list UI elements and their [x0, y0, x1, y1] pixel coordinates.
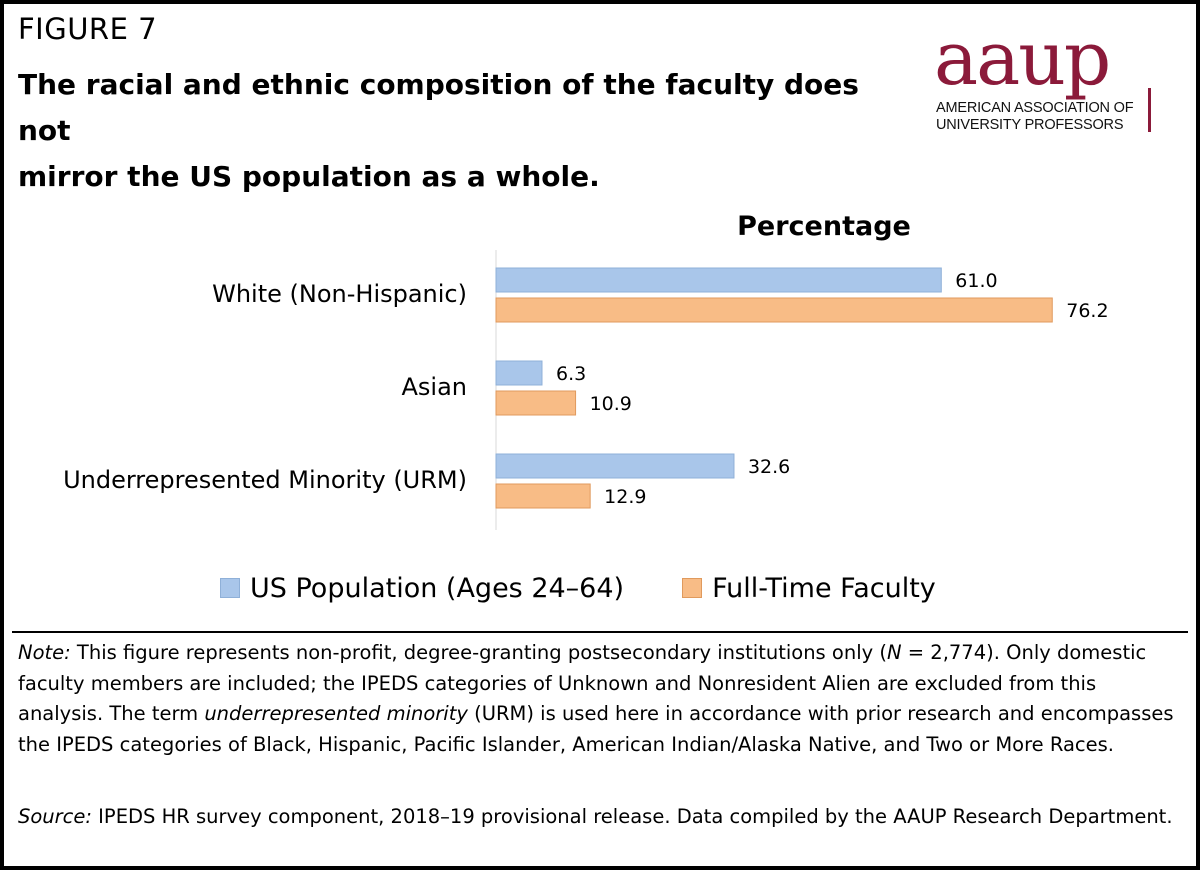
bar-us-population-underrepresented-minority-urm — [495, 453, 735, 479]
note-text-1: This figure represents non-profit, degre… — [70, 641, 887, 664]
category-label-white-non-hispanic: White (Non-Hispanic) — [212, 280, 467, 308]
bar-faculty-underrepresented-minority-urm — [495, 483, 591, 509]
data-label-faculty-white-non-hispanic: 76.2 — [1066, 300, 1108, 322]
data-label-us-population-asian: 6.3 — [556, 363, 586, 385]
logo-accent-bar — [1148, 88, 1151, 132]
bar-faculty-white-non-hispanic — [495, 297, 1053, 323]
figure-note: Note: This figure represents non-profit,… — [18, 638, 1183, 760]
bar-us-population-asian — [495, 360, 543, 386]
data-label-us-population-white-non-hispanic: 61.0 — [955, 270, 997, 292]
headline-line-2: mirror the US population as a whole. — [18, 160, 600, 193]
note-label: Note: — [18, 641, 71, 664]
aaup-logo: aaup AMERICAN ASSOCIATION OF UNIVERSITY … — [934, 16, 1164, 136]
bar-us-population-white-non-hispanic — [495, 267, 942, 293]
data-label-faculty-underrepresented-minority-urm: 12.9 — [604, 486, 646, 508]
category-label-asian: Asian — [401, 373, 467, 401]
legend-label-us-population: US Population (Ages 24–64) — [250, 572, 625, 604]
logo-subtitle: AMERICAN ASSOCIATION OF UNIVERSITY PROFE… — [936, 100, 1134, 134]
logo-wordmark: aaup — [934, 16, 1111, 102]
chart-title: Percentage — [737, 211, 911, 242]
figure-label: FIGURE 7 — [18, 12, 158, 46]
legend-swatch-us-population — [220, 578, 240, 598]
note-n-symbol: N — [886, 641, 902, 664]
note-text-3: (URM) is used here in accordance with pr… — [18, 702, 1174, 756]
legend-label-faculty: Full-Time Faculty — [712, 572, 936, 604]
bar-faculty-asian — [495, 390, 577, 416]
bar-chart: Percentage White (Non-Hispanic) 61.0 76.2 As… — [63, 211, 1109, 530]
logo-subtitle-line-1: AMERICAN ASSOCIATION OF — [936, 100, 1134, 116]
category-label-underrepresented-minority-urm: Underrepresented Minority (URM) — [63, 466, 467, 494]
source-text: IPEDS HR survey component, 2018–19 provi… — [91, 805, 1173, 828]
figure-source: Source: IPEDS HR survey component, 2018–… — [18, 802, 1183, 833]
data-label-faculty-asian: 10.9 — [590, 393, 632, 415]
source-label: Source: — [18, 805, 92, 828]
data-label-us-population-underrepresented-minority-urm: 32.6 — [748, 456, 790, 478]
note-text-2: = 2,774). Only domestic faculty members … — [18, 641, 1147, 725]
headline: The racial and ethnic composition of the… — [18, 62, 918, 200]
headline-line-1: The racial and ethnic composition of the… — [18, 68, 859, 147]
legend-swatch-faculty — [682, 578, 703, 598]
note-term: underrepresented minority — [204, 702, 468, 725]
legend-item-faculty: Full-Time Faculty — [682, 573, 936, 604]
chart-legend: US Population (Ages 24–64) Full-Time Fac… — [220, 568, 994, 608]
legend-item-us-population: US Population (Ages 24–64) — [220, 573, 624, 604]
logo-subtitle-line-2: UNIVERSITY PROFESSORS — [936, 117, 1124, 133]
section-divider — [12, 631, 1188, 633]
